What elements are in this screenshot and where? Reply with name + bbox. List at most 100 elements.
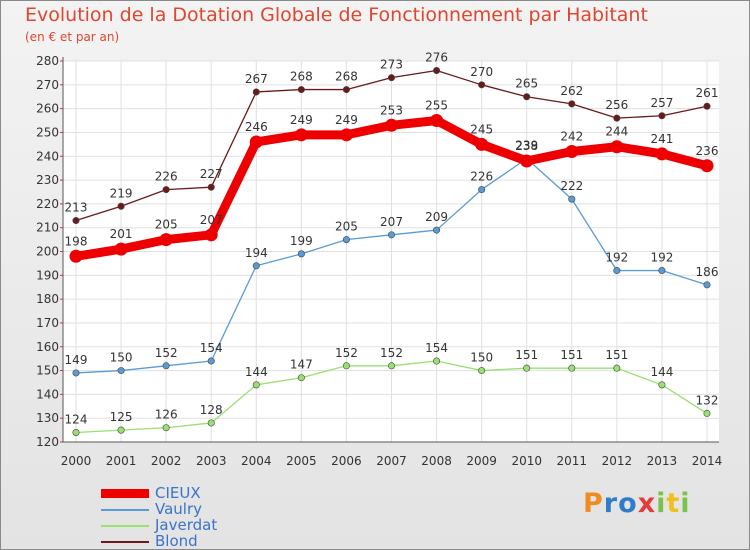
y-tick-label: 170 <box>36 316 59 330</box>
data-point-cieux <box>339 128 353 142</box>
data-point-vaulry <box>658 267 666 275</box>
data-label-javerdat: 124 <box>65 412 88 426</box>
x-tick-label: 2008 <box>421 454 452 468</box>
x-tick-label: 2007 <box>376 454 407 468</box>
data-label-vaulry: 186 <box>696 265 719 279</box>
data-label-cieux: 253 <box>380 103 403 117</box>
data-point-blond <box>568 100 576 108</box>
data-label-cieux: 238 <box>515 139 538 153</box>
data-point-vaulry <box>478 186 486 194</box>
data-point-vaulry <box>342 236 350 244</box>
data-label-javerdat: 151 <box>560 348 583 362</box>
x-tick-label: 2000 <box>61 454 92 468</box>
y-tick-label: 280 <box>36 54 59 68</box>
data-label-javerdat: 144 <box>245 365 268 379</box>
data-label-javerdat: 150 <box>470 351 493 365</box>
data-point-javerdat <box>297 374 305 382</box>
data-point-javerdat <box>433 357 441 365</box>
data-label-blond: 262 <box>560 84 583 98</box>
data-point-cieux <box>294 128 308 142</box>
data-point-blond <box>387 74 395 82</box>
chart-subtitle: (en € et par an) <box>25 30 120 44</box>
data-label-cieux: 198 <box>65 234 88 248</box>
data-label-vaulry: 192 <box>650 251 673 265</box>
data-label-javerdat: 151 <box>515 348 538 362</box>
data-point-cieux <box>69 249 83 263</box>
chart-title: Evolution de la Dotation Globale de Fonc… <box>25 4 648 26</box>
data-label-vaulry: 222 <box>560 179 583 193</box>
legend-label-cieux: CIEUX <box>155 484 201 502</box>
data-point-cieux <box>159 233 173 247</box>
data-label-cieux: 249 <box>290 113 313 127</box>
legend-label-javerdat: Javerdat <box>155 516 218 534</box>
data-label-vaulry: 226 <box>470 170 493 184</box>
data-label-cieux: 245 <box>470 122 493 136</box>
y-tick-label: 160 <box>36 340 59 354</box>
data-label-cieux: 201 <box>110 227 133 241</box>
data-label-blond: 267 <box>245 72 268 86</box>
logo-letter: P <box>583 488 604 519</box>
data-label-vaulry: 149 <box>65 353 88 367</box>
data-point-blond <box>252 88 260 96</box>
data-point-javerdat <box>568 364 576 372</box>
data-label-cieux: 236 <box>696 144 719 158</box>
data-point-javerdat <box>523 364 531 372</box>
logo-letter: i <box>680 488 691 519</box>
data-point-blond <box>207 183 215 191</box>
data-label-blond: 257 <box>650 96 673 110</box>
logo-letter: i <box>656 488 667 519</box>
y-tick-label: 250 <box>36 125 59 139</box>
x-tick-label: 2004 <box>241 454 272 468</box>
data-label-vaulry: 152 <box>155 346 178 360</box>
y-tick-label: 120 <box>36 435 59 449</box>
data-point-vaulry <box>162 362 170 370</box>
y-tick-label: 200 <box>36 245 59 259</box>
data-label-cieux: 207 <box>200 213 223 227</box>
data-point-cieux <box>565 144 579 158</box>
data-label-javerdat: 125 <box>110 410 133 424</box>
legend-swatch-blond <box>101 541 149 543</box>
data-label-blond: 219 <box>110 186 133 200</box>
data-point-vaulry <box>703 281 711 289</box>
data-label-vaulry: 209 <box>425 210 448 224</box>
data-point-blond <box>478 81 486 89</box>
x-tick-label: 2001 <box>106 454 137 468</box>
y-tick-label: 230 <box>36 173 59 187</box>
data-label-javerdat: 132 <box>696 393 719 407</box>
data-label-javerdat: 152 <box>380 346 403 360</box>
data-point-cieux <box>655 147 669 161</box>
data-point-blond <box>433 67 441 75</box>
data-label-cieux: 244 <box>605 125 628 139</box>
data-label-cieux: 255 <box>425 99 448 113</box>
data-point-vaulry <box>207 357 215 365</box>
data-point-javerdat <box>207 419 215 427</box>
data-point-blond <box>162 186 170 194</box>
data-label-cieux: 246 <box>245 120 268 134</box>
y-tick-label: 220 <box>36 197 59 211</box>
legend-label-blond: Blond <box>155 532 198 550</box>
data-label-javerdat: 126 <box>155 408 178 422</box>
data-point-javerdat <box>703 409 711 417</box>
data-label-vaulry: 192 <box>605 251 628 265</box>
data-label-vaulry: 154 <box>200 341 223 355</box>
data-label-vaulry: 150 <box>110 351 133 365</box>
data-point-cieux <box>430 114 444 128</box>
data-label-vaulry: 199 <box>290 234 313 248</box>
legend-swatch-cieux <box>101 489 149 498</box>
x-tick-label: 2002 <box>151 454 182 468</box>
x-tick-label: 2014 <box>692 454 723 468</box>
data-label-vaulry: 207 <box>380 215 403 229</box>
data-point-cieux <box>475 137 489 151</box>
data-point-cieux <box>114 242 128 256</box>
data-label-blond: 213 <box>65 201 88 215</box>
data-point-javerdat <box>342 362 350 370</box>
y-tick-label: 180 <box>36 292 59 306</box>
legend-swatch-vaulry <box>101 509 149 511</box>
y-tick-label: 210 <box>36 221 59 235</box>
data-label-cieux: 205 <box>155 218 178 232</box>
logo-letter: r <box>603 488 619 519</box>
data-label-blond: 226 <box>155 170 178 184</box>
data-point-vaulry <box>117 367 125 375</box>
